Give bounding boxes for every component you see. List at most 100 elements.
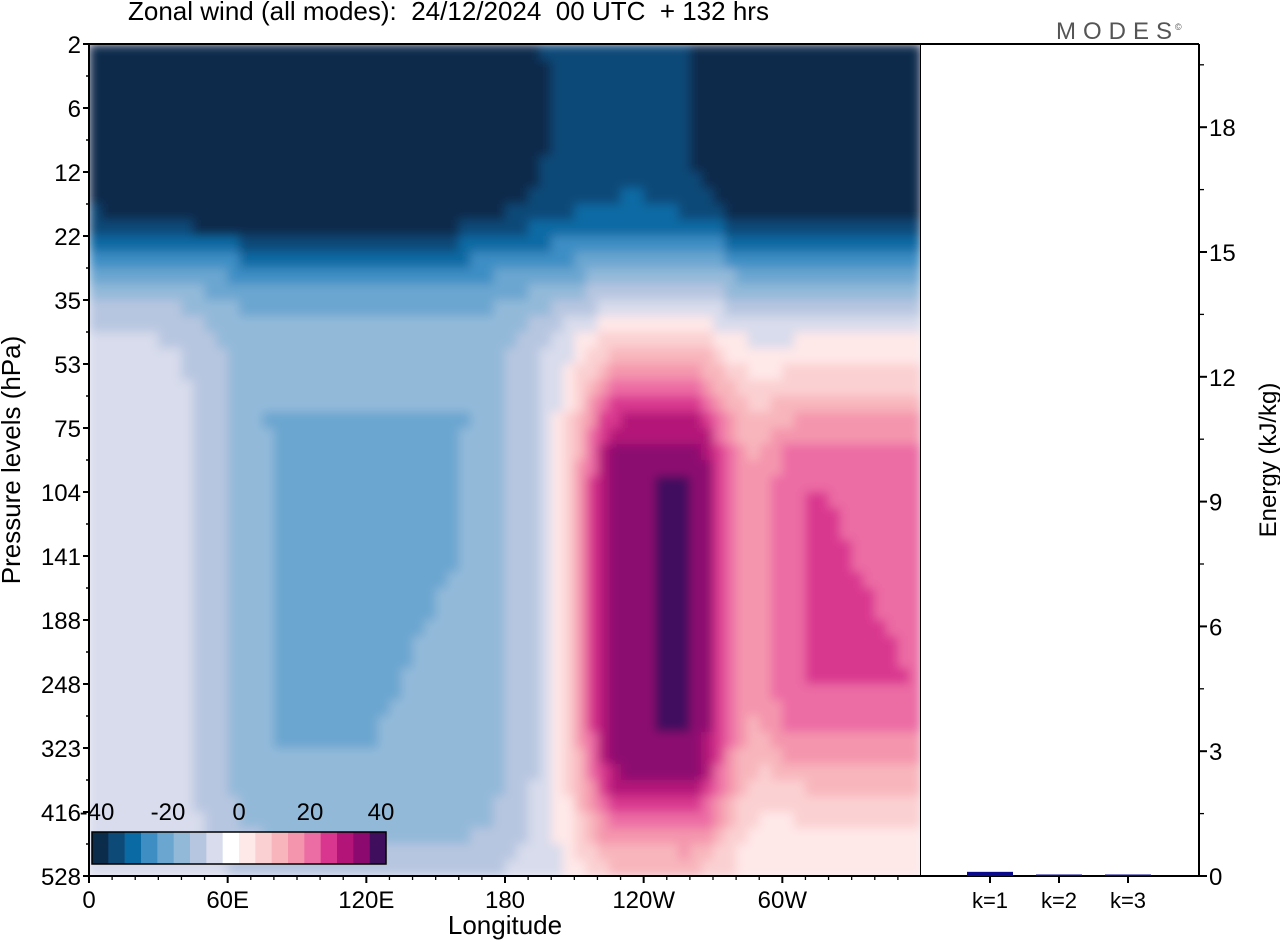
heatmap-cell [412,540,425,557]
heatmap-cell [458,108,471,125]
heatmap-cell [793,748,807,765]
heatmap-cell [227,188,240,205]
heatmap-cell [736,252,749,269]
heatmap-cell [424,268,437,285]
heatmap-cell [181,492,194,509]
heatmap-cell [435,44,448,61]
heatmap-cell [204,540,217,557]
heatmap-cell [689,428,703,445]
heatmap-cell [770,572,783,589]
heatmap-cell [158,204,171,221]
heatmap-cell [851,44,864,61]
heatmap-cell [643,556,656,573]
heatmap-cell [828,188,841,205]
heatmap-cell [770,860,783,876]
heatmap-cell [632,668,645,685]
heatmap-cell [562,332,575,349]
heatmap-cell [493,524,506,541]
heatmap-cell [909,60,921,77]
heatmap-cell [146,236,159,253]
heatmap-cell [689,252,703,269]
heatmap-cell [817,316,830,333]
heatmap-cell [239,668,252,685]
heatmap-cell [632,604,645,621]
heatmap-cell [412,252,425,269]
heatmap-cell [620,108,633,125]
heatmap-cell [297,444,310,461]
heatmap-cell [874,268,887,285]
heatmap-cell [158,716,171,733]
heatmap-cell [539,268,552,285]
heatmap-cell [112,716,125,733]
heatmap-cell [840,812,853,829]
heatmap-cell [505,140,518,157]
heatmap-cell [539,700,552,717]
heatmap-cell [481,716,495,733]
heatmap-cell [447,812,460,829]
heatmap-cell [713,652,726,669]
heatmap-cell [689,460,703,477]
heatmap-cell [262,236,275,253]
heatmap-cell [574,668,587,685]
heatmap-cell [793,204,807,221]
heatmap-cell [701,268,714,285]
heatmap-cell [736,684,749,701]
heatmap-cell [886,156,899,173]
heatmap-cell [805,764,818,781]
heatmap-cell [331,732,344,749]
heatmap-cell [331,316,344,333]
heatmap-cell [678,236,691,253]
heatmap-cell [666,668,679,685]
heatmap-cell [678,76,691,93]
heatmap-cell [747,236,760,253]
heatmap-cell [308,748,321,765]
heatmap-cell [458,636,471,653]
heatmap-cell [516,444,529,461]
heatmap-cell [100,700,113,717]
heatmap-cell [874,380,887,397]
heatmap-cell [713,780,726,797]
heatmap-cell [216,540,229,557]
heatmap-cell [655,252,668,269]
heatmap-cell [262,668,275,685]
heatmap-cell [389,636,402,653]
heatmap-cell [193,652,206,669]
heatmap-cell [412,284,425,301]
heatmap-cell [516,236,529,253]
heatmap-cell [100,396,113,413]
heatmap-cell [227,316,240,333]
heatmap-cell [89,588,102,605]
heatmap-cell [227,348,240,365]
colorbar: -40 -20 0 20 40 [80,799,394,865]
heatmap-cell [250,812,263,829]
heatmap-cell [759,796,772,813]
heatmap-cell [574,428,587,445]
heatmap-cell [146,508,159,525]
heatmap-cell [169,716,183,733]
heatmap-cell [724,332,737,349]
heatmap-cell [620,220,633,237]
heatmap-cell [666,476,679,493]
heatmap-cell [227,364,240,381]
heatmap-cell [597,620,610,637]
heatmap-cell [851,668,864,685]
heatmap-cell [516,380,529,397]
heatmap-cell [909,812,921,829]
heatmap-cell [227,620,240,637]
heatmap-cell [262,748,275,765]
heatmap-cell [239,396,252,413]
heatmap-cell [793,508,807,525]
heatmap-cell [481,620,495,637]
heatmap-cell [204,268,217,285]
heatmap-cell [874,684,887,701]
heatmap-cell [516,252,529,269]
heatmap-cell [377,332,391,349]
heatmap-cell [308,636,321,653]
heatmap-cell [320,364,333,381]
heatmap-cell [597,508,610,525]
heatmap-cell [470,540,483,557]
heatmap-cell [666,812,679,829]
heatmap-cell [655,460,668,477]
heatmap-cell [736,572,749,589]
heatmap-cell [308,412,321,429]
